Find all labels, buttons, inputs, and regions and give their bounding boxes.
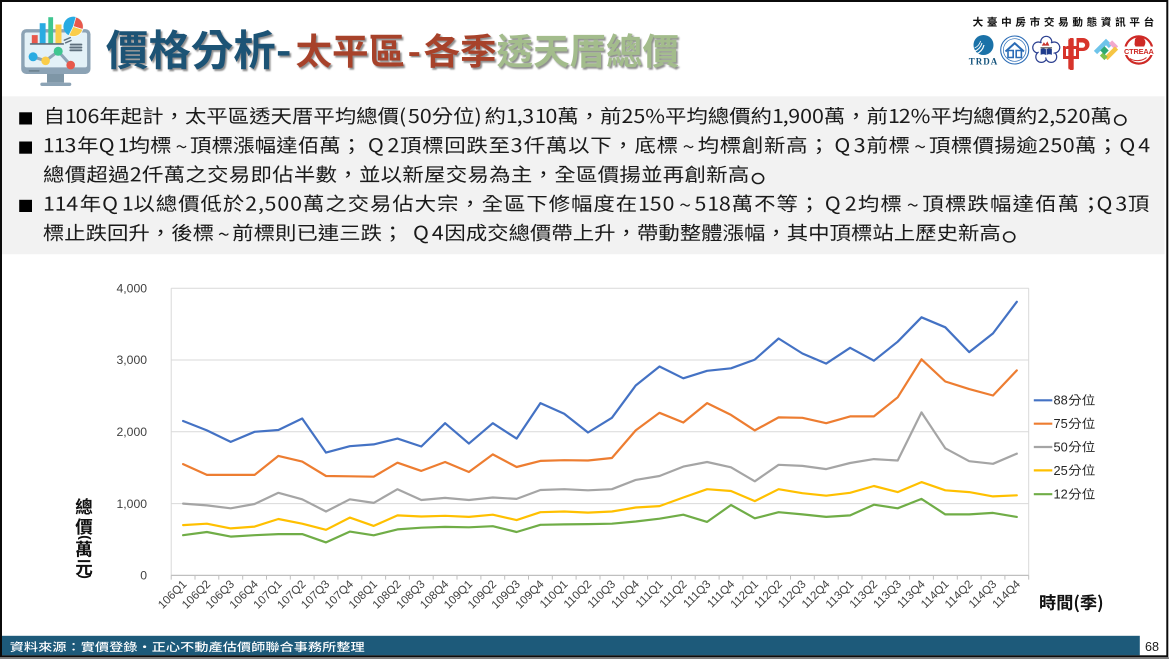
svg-text:4,000: 4,000	[117, 281, 148, 295]
svg-text:88: 88	[1054, 393, 1068, 408]
svg-text:2,000: 2,000	[117, 425, 148, 439]
svg-text:CTREAA: CTREAA	[1124, 47, 1154, 56]
svg-text:TRDA: TRDA	[969, 57, 999, 67]
svg-text:25: 25	[1054, 463, 1068, 478]
svg-text:1,000: 1,000	[117, 497, 148, 511]
svg-text:(: (	[78, 535, 94, 540]
svg-text:75: 75	[1054, 416, 1068, 431]
svg-text:): )	[78, 574, 94, 579]
svg-text:12: 12	[1054, 487, 1068, 502]
svg-text:3,000: 3,000	[117, 353, 148, 367]
svg-text:0: 0	[140, 569, 147, 583]
svg-text:68: 68	[1145, 640, 1159, 654]
svg-text:50: 50	[1054, 439, 1068, 454]
